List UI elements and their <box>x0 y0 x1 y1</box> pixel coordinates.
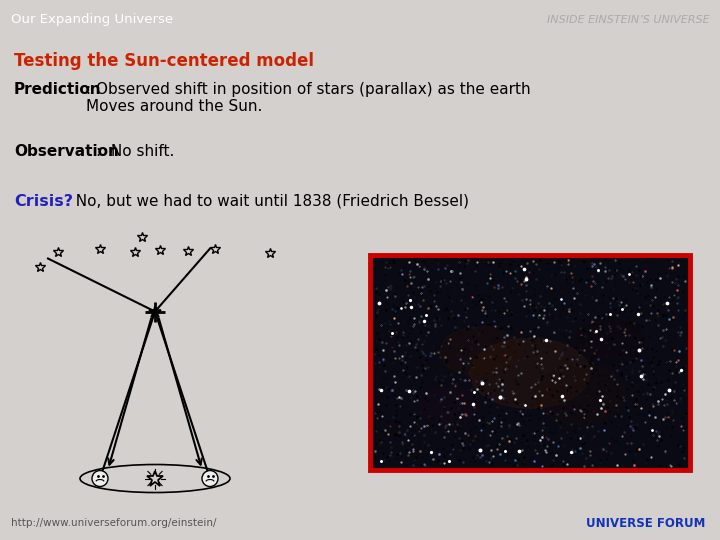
Text: No, but we had to wait until 1838 (Friedrich Bessel): No, but we had to wait until 1838 (Fried… <box>66 194 469 209</box>
Ellipse shape <box>535 364 625 425</box>
Circle shape <box>92 470 108 487</box>
Ellipse shape <box>440 327 520 377</box>
Text: Crisis?: Crisis? <box>14 194 73 209</box>
Bar <box>370 255 690 470</box>
Text: http://www.universeforum.org/einstein/: http://www.universeforum.org/einstein/ <box>11 518 216 528</box>
Text: INSIDE EINSTEIN’S UNIVERSE: INSIDE EINSTEIN’S UNIVERSE <box>546 15 709 25</box>
Circle shape <box>202 470 218 487</box>
Ellipse shape <box>470 338 590 408</box>
Text: :  No shift.: : No shift. <box>96 144 174 159</box>
Ellipse shape <box>575 319 645 363</box>
Text: : Observed shift in position of stars (parallax) as the earth
Moves around the S: : Observed shift in position of stars (p… <box>86 82 531 114</box>
Text: Testing the Sun-centered model: Testing the Sun-centered model <box>14 52 314 70</box>
Text: UNIVERSE FORUM: UNIVERSE FORUM <box>586 517 706 530</box>
Ellipse shape <box>420 386 480 426</box>
Text: Prediction: Observed shift in position of stars (parallax) as the earth
Moves ar: Prediction: Observed shift in position o… <box>14 82 535 114</box>
Text: Our Expanding Universe: Our Expanding Universe <box>11 14 173 26</box>
Text: Observation: Observation <box>14 144 119 159</box>
Text: Prediction: Prediction <box>14 82 102 97</box>
